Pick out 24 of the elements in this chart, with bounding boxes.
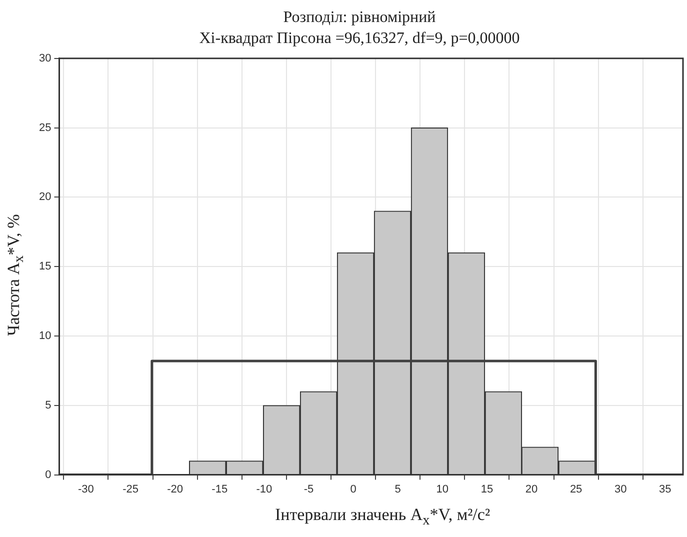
x-tick-label: 30 <box>614 483 627 496</box>
y-tick-label: 20 <box>38 191 52 204</box>
x-tick-label: 25 <box>570 483 582 496</box>
x-tick-label: 35 <box>659 483 672 496</box>
y-tick-label: 25 <box>38 122 52 134</box>
chart-title: Розподіл: рівномірний <box>283 8 436 26</box>
chart-subtitle: Хі-квадрат Пірсона =96,16327, df=9, p=0,00000 <box>199 30 520 48</box>
x-tick-label: -25 <box>122 483 138 496</box>
x-tick-label: -15 <box>212 483 228 496</box>
y-tick-label: 15 <box>38 260 52 273</box>
x-axis-title: Інтервали значень A$_{x}$*V, м²/с² <box>274 505 492 530</box>
x-tick-label: 0 <box>350 483 356 496</box>
x-tick-label: 10 <box>436 483 449 496</box>
x-tick-label: 5 <box>394 483 401 496</box>
y-tick-label: 5 <box>45 399 52 412</box>
x-tick-label: -10 <box>256 483 272 496</box>
x-tick-label: 20 <box>525 483 538 496</box>
y-tick-label: 10 <box>38 330 52 342</box>
x-tick-label: -30 <box>78 483 94 496</box>
y-tick-label: 0 <box>45 468 52 481</box>
x-tick-label: -20 <box>167 483 184 496</box>
y-tick-label: 30 <box>38 52 52 64</box>
x-tick-label: 15 <box>480 483 494 496</box>
x-tick-label: -5 <box>304 483 314 496</box>
